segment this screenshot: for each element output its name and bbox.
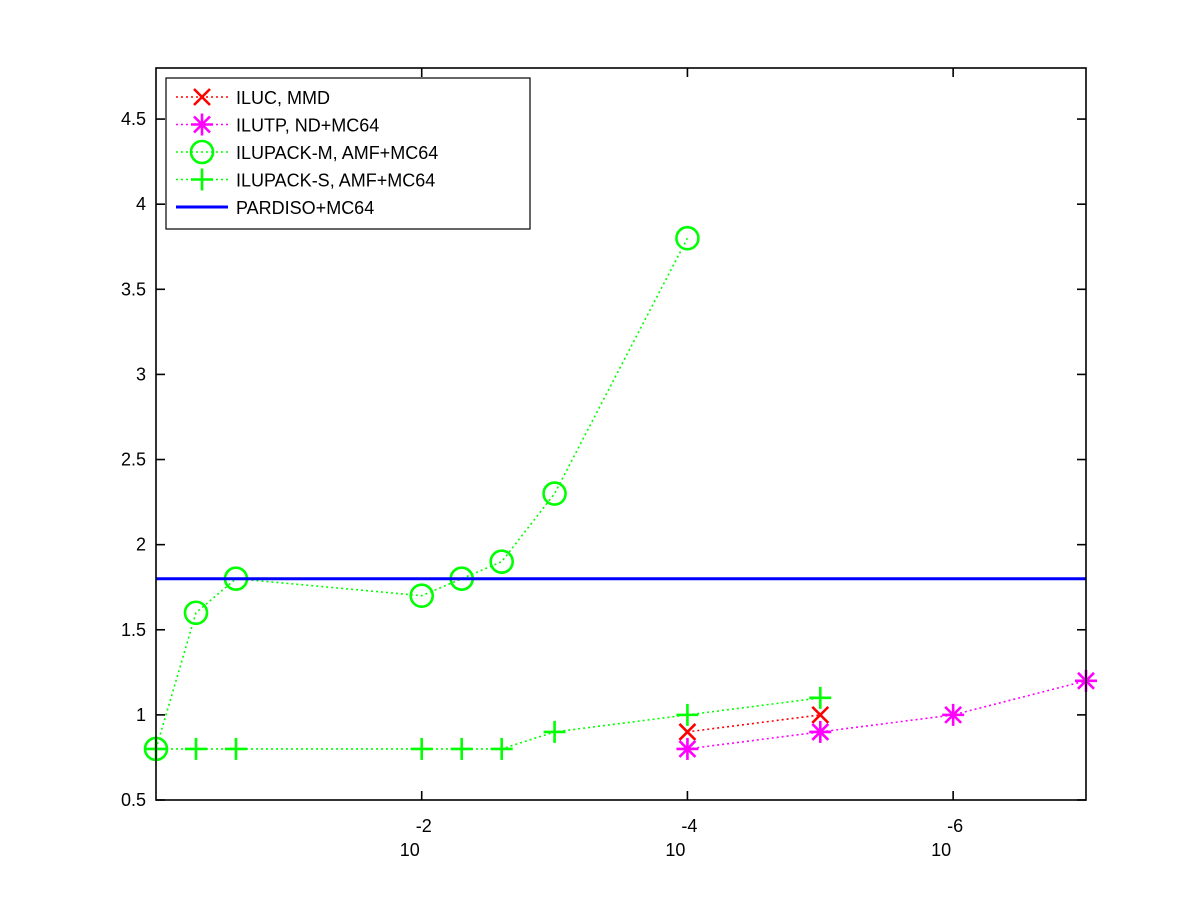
data-point-ilutp-nd-mc64-2 (942, 703, 965, 726)
y-tick-label: 2 (136, 535, 146, 555)
y-tick-label: 4 (136, 194, 146, 214)
data-point-ilupack-m-amf-mc64-1 (183, 600, 209, 626)
data-point-ilupack-m-amf-mc64-6 (542, 481, 567, 506)
data-point-ilupack-m-amf-mc64-5 (489, 549, 515, 574)
legend-marker-sample (193, 88, 211, 106)
legend-item-pardiso-mc64: PARDISO+MC64 (176, 198, 374, 218)
axes-layer: 0.5 1 1.5 2 2.5 3 3.5 4 4.5 10 -2 10 -4 10 -6 (121, 68, 1086, 860)
series-iluc-mmd (678, 705, 830, 741)
series-line-iluc-mmd (687, 714, 821, 733)
data-point-ilupack-s-amf-mc64-7 (676, 703, 699, 726)
data-point-iluc-mmd-1 (811, 705, 830, 724)
data-point-ilupack-s-amf-mc64-2 (224, 737, 247, 760)
data-point-ilupack-m-amf-mc64-3 (409, 583, 435, 609)
legend-box (165, 77, 531, 230)
x-tick-label-exponent: -2 (416, 816, 432, 836)
legend-marker-sample (191, 168, 213, 191)
y-tick-label: 1.5 (121, 620, 146, 640)
legend-label: ILUTP, ND+MC64 (236, 116, 379, 136)
data-point-ilupack-s-amf-mc64-1 (184, 737, 207, 760)
x-tick-label-exponent: -4 (681, 816, 697, 836)
x-tick-label-base: 10 (931, 840, 951, 860)
y-tick-label: 4.5 (121, 109, 146, 129)
data-point-ilupack-s-amf-mc64-3 (410, 737, 433, 760)
series-line-ilutp-nd-mc64 (687, 680, 1087, 750)
legend-marker-sample (191, 113, 213, 136)
y-tick-label: 1 (136, 705, 146, 725)
legend: ILUC, MMD ILUTP, ND+MC64 ILUPACK-M, AMF+MC… (165, 77, 531, 230)
data-point-ilutp-nd-mc64-0 (676, 737, 699, 760)
data-point-ilupack-s-amf-mc64-6 (543, 720, 566, 743)
y-tick-label: 2.5 (121, 450, 146, 470)
legend-item-iluc-mmd: ILUC, MMD (176, 88, 330, 108)
data-point-ilupack-s-amf-mc64-8 (809, 686, 832, 709)
data-point-ilupack-m-amf-mc64-7 (675, 225, 700, 251)
y-tick-label: 3.5 (121, 279, 146, 299)
legend-marker-sample (189, 139, 215, 165)
legend-label: ILUPACK-M, AMF+MC64 (236, 143, 438, 163)
y-tick-label: 3 (136, 364, 146, 384)
y-tick-label: 0.5 (121, 790, 146, 810)
series-line-ilupack-m-amf-mc64 (155, 237, 689, 750)
legend-item-ilutp-nd-mc64: ILUTP, ND+MC64 (176, 113, 379, 136)
data-point-iluc-mmd-0 (678, 722, 697, 741)
legend-label: PARDISO+MC64 (236, 198, 374, 218)
legend-label: ILUC, MMD (236, 88, 330, 108)
x-tick-label-base: 10 (400, 840, 420, 860)
data-point-ilutp-nd-mc64-1 (809, 720, 832, 743)
legend-item-ilupack-m-amf-mc64: ILUPACK-M, AMF+MC64 (176, 139, 438, 165)
data-point-ilupack-s-amf-mc64-5 (490, 737, 513, 760)
legend-label: ILUPACK-S, AMF+MC64 (236, 171, 435, 191)
x-tick-label-base: 10 (665, 840, 685, 860)
x-tick-label-exponent: -6 (947, 816, 963, 836)
data-point-ilupack-s-amf-mc64-4 (450, 737, 473, 760)
plot-frame (155, 67, 1087, 801)
legend-item-ilupack-s-amf-mc64: ILUPACK-S, AMF+MC64 (176, 168, 435, 191)
